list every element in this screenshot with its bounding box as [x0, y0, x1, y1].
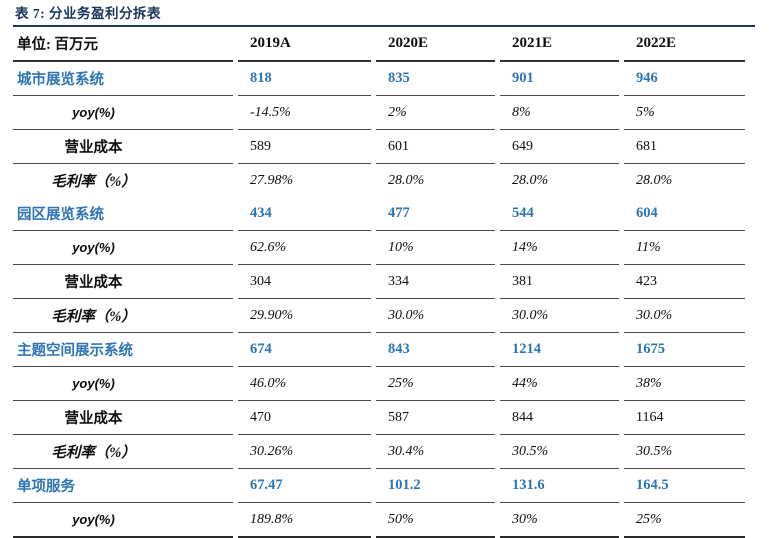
cell-value: 844 — [500, 401, 619, 435]
cell-value: 470 — [238, 401, 371, 435]
table-row-cost: 营业成本 470 587 844 1164 — [13, 401, 745, 435]
cell-value: 434 — [238, 197, 371, 231]
cell-value: 5% — [624, 96, 745, 130]
cell-value: 544 — [500, 197, 619, 231]
cell-value: 30.26% — [238, 435, 371, 469]
table-row-cost: 营业成本 589 601 649 681 — [13, 130, 745, 164]
col-header-2019A: 2019A — [238, 27, 371, 62]
table-row-yoy: yoy(%) -14.5% 2% 8% 5% — [13, 96, 745, 130]
row-label: 单项服务 — [13, 469, 233, 503]
table-row-cost: 营业成本 304 334 381 423 — [13, 265, 745, 299]
table-row-section-service: 单项服务 67.47 101.2 131.6 164.5 — [13, 469, 745, 503]
profit-breakdown-table: 单位: 百万元 2019A 2020E 2021E 2022E 城市展览系统 8… — [8, 27, 750, 538]
table-row-yoy: yoy(%) 189.8% 50% 30% 25% — [13, 503, 745, 538]
cell-value: 835 — [376, 62, 495, 96]
table-row-section-city: 城市展览系统 818 835 901 946 — [13, 62, 745, 96]
cell-value: 2% — [376, 96, 495, 130]
col-header-2021E: 2021E — [500, 27, 619, 62]
cell-value: 30.0% — [624, 299, 745, 333]
row-label: yoy(%) — [13, 96, 233, 130]
title-rule — [13, 25, 755, 27]
cell-value: 30.4% — [376, 435, 495, 469]
cell-value: 164.5 — [624, 469, 745, 503]
row-label: 营业成本 — [13, 130, 233, 164]
cell-value: 44% — [500, 367, 619, 401]
table-row-margin: 毛利率（%） 29.90% 30.0% 30.0% 30.0% — [13, 299, 745, 333]
cell-value: 8% — [500, 96, 619, 130]
row-label: 毛利率（%） — [13, 299, 233, 333]
cell-value: 101.2 — [376, 469, 495, 503]
cell-value: 62.6% — [238, 231, 371, 265]
cell-value: 30.0% — [376, 299, 495, 333]
unit-label: 单位: 百万元 — [13, 27, 233, 62]
cell-value: 674 — [238, 333, 371, 367]
cell-value: 423 — [624, 265, 745, 299]
table-title: 表 7: 分业务盈利分拆表 — [15, 6, 161, 21]
row-label: 园区展览系统 — [13, 197, 233, 231]
cell-value: 28.0% — [388, 172, 425, 188]
table-row-section-park: 园区展览系统 434 477 544 604 — [13, 197, 745, 231]
cell-value: 304 — [238, 265, 371, 299]
row-label: yoy(%) — [13, 367, 233, 401]
cell-value: 27.98% — [250, 172, 294, 188]
cell-value: 131.6 — [500, 469, 619, 503]
cell-value: 50% — [376, 503, 495, 538]
row-label: yoy(%) — [13, 231, 233, 265]
cell-value: 30.0% — [500, 299, 619, 333]
cell-value: 946 — [624, 62, 745, 96]
table-row-section-theme: 主题空间展示系统 674 843 1214 1675 — [13, 333, 745, 367]
cell-value: 1675 — [624, 333, 745, 367]
col-header-2022E: 2022E — [624, 27, 745, 62]
cell-value: 28.0% — [512, 172, 549, 188]
table-row-margin: 毛利率（%） 27.98% 28.0% 28.0% 28.0% — [13, 164, 745, 197]
table-row-margin: 毛利率（%） 30.26% 30.4% 30.5% 30.5% — [13, 435, 745, 469]
cell-value: 843 — [376, 333, 495, 367]
cell-value: 589 — [238, 130, 371, 164]
cell-value: 30.5% — [624, 435, 745, 469]
cell-value: 38% — [624, 367, 745, 401]
cell-value: 334 — [376, 265, 495, 299]
row-label: 营业成本 — [13, 265, 233, 299]
row-label: 营业成本 — [13, 401, 233, 435]
cell-value: 1164 — [624, 401, 745, 435]
cell-value: 1214 — [500, 333, 619, 367]
cell-value: 477 — [376, 197, 495, 231]
cell-value: 901 — [500, 62, 619, 96]
cell-value: 601 — [376, 130, 495, 164]
cell-value: 381 — [500, 265, 619, 299]
cell-value: 681 — [624, 130, 745, 164]
row-label: 毛利率（%） — [13, 435, 233, 469]
cell-value: 30% — [500, 503, 619, 538]
cell-value: 587 — [376, 401, 495, 435]
row-label: 主题空间展示系统 — [13, 333, 233, 367]
table-header-row: 单位: 百万元 2019A 2020E 2021E 2022E — [13, 27, 745, 62]
table-row-yoy: yoy(%) 62.6% 10% 14% 11% — [13, 231, 745, 265]
cell-value: 10% — [376, 231, 495, 265]
cell-value: 11% — [624, 231, 745, 265]
col-header-2020E: 2020E — [376, 27, 495, 62]
cell-value: 25% — [624, 503, 745, 538]
cell-value: 46.0% — [238, 367, 371, 401]
cell-value: -14.5% — [238, 96, 371, 130]
cell-value: 25% — [376, 367, 495, 401]
row-label: yoy(%) — [13, 503, 233, 538]
cell-value: 818 — [238, 62, 371, 96]
cell-value: 604 — [624, 197, 745, 231]
cell-value: 67.47 — [238, 469, 371, 503]
table-row-yoy: yoy(%) 46.0% 25% 44% 38% — [13, 367, 745, 401]
row-label: 城市展览系统 — [13, 62, 233, 96]
cell-value: 28.0% — [636, 172, 673, 188]
cell-value: 189.8% — [238, 503, 371, 538]
row-label: 毛利率（%） — [51, 174, 136, 190]
cell-value: 649 — [500, 130, 619, 164]
cell-value: 29.90% — [238, 299, 371, 333]
cell-value: 30.5% — [500, 435, 619, 469]
cell-value: 14% — [500, 231, 619, 265]
